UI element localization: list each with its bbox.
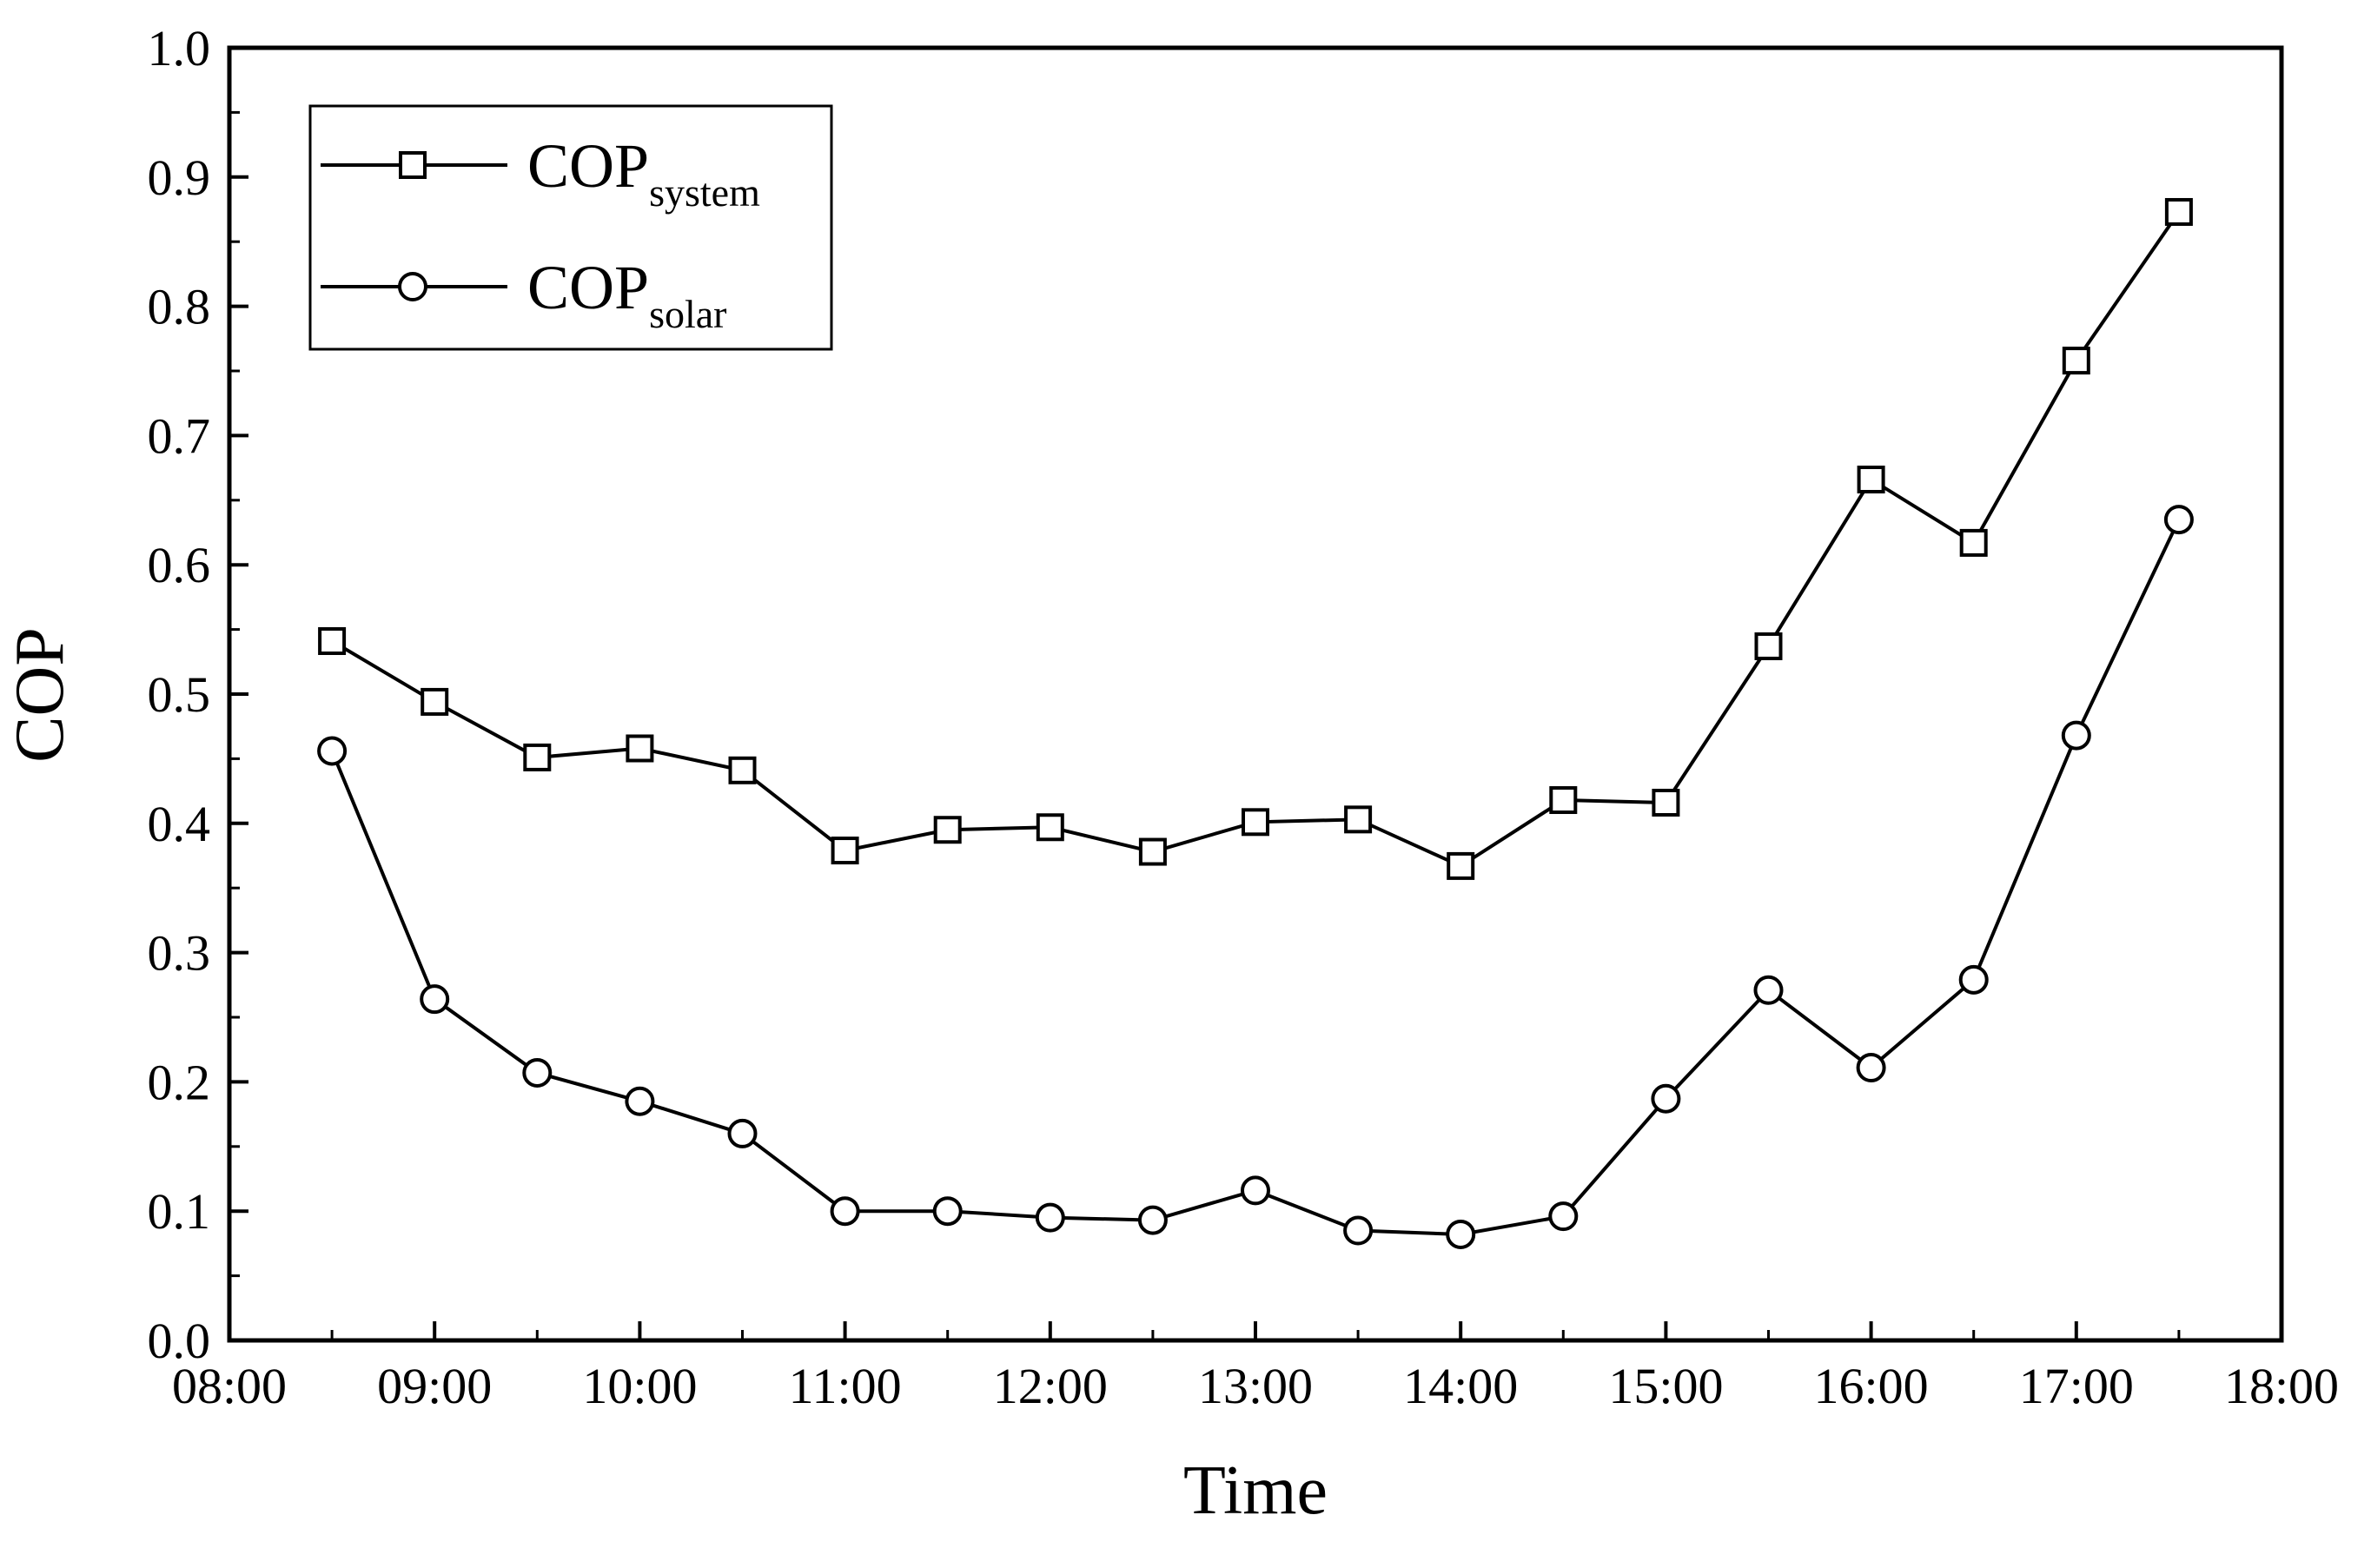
data-point-system: [1242, 808, 1269, 837]
y-axis-ticks: 0.0 0.1 0.2 0.3 0.4 0.5 0.6 0.7 0.8 0.9 1.0: [148, 20, 248, 1369]
legend-label-subscript: solar: [649, 292, 726, 336]
data-point-system: [1447, 851, 1475, 880]
data-point-solar: [1241, 1175, 1270, 1206]
data-point-solar: [1343, 1215, 1374, 1246]
data-point-system: [1959, 528, 1988, 557]
data-point-solar: [1958, 964, 1989, 995]
data-point-solar: [522, 1057, 553, 1088]
data-point-solar: [727, 1118, 758, 1148]
x-tick-label: 11:00: [789, 1358, 902, 1414]
x-tick-label: 10:00: [582, 1358, 697, 1414]
data-point-system: [1138, 837, 1167, 866]
data-point-system: [523, 743, 552, 771]
data-point-system: [1036, 813, 1064, 842]
legend-label: COPsystem: [527, 131, 760, 215]
x-tick-label: 12:00: [993, 1358, 1108, 1414]
data-point-solar: [420, 984, 450, 1015]
y-axis-title: COP: [2, 627, 78, 763]
data-point-solar: [1753, 975, 1784, 1005]
x-tick-label: 16:00: [1814, 1358, 1929, 1414]
y-tick-label: 0.9: [148, 149, 211, 206]
legend-label: COPsolar: [527, 253, 726, 336]
legend-box: [308, 104, 833, 351]
legend-label-subscript: system: [649, 170, 760, 215]
y-tick-label: 0.8: [148, 279, 211, 335]
data-point-solar: [1548, 1201, 1579, 1232]
data-point-system: [626, 734, 654, 763]
data-point-solar: [1137, 1205, 1168, 1235]
data-point-system: [831, 837, 859, 865]
y-tick-label: 0.2: [148, 1054, 211, 1110]
data-point-solar: [1856, 1053, 1886, 1083]
series-solar: [317, 505, 2194, 1249]
x-tick-label: 18:00: [2224, 1358, 2339, 1414]
x-tick-label: 15:00: [1608, 1358, 1723, 1414]
series-layer: [317, 197, 2194, 1249]
y-tick-label: 0.3: [148, 925, 211, 982]
data-point-solar: [2061, 720, 2091, 751]
data-point-system: [1754, 632, 1783, 660]
data-point-system: [421, 687, 449, 716]
series-system: [318, 197, 2193, 880]
data-point-system: [318, 626, 347, 655]
data-point-solar: [1446, 1219, 1476, 1249]
data-point-solar: [317, 736, 348, 766]
y-tick-label: 0.1: [148, 1183, 211, 1240]
series-line-solar: [330, 519, 2181, 1236]
data-point-solar: [932, 1196, 963, 1227]
data-point-solar: [830, 1196, 860, 1227]
data-point-solar: [1651, 1083, 1681, 1114]
data-point-system: [2164, 197, 2193, 226]
data-point-solar: [625, 1086, 655, 1116]
x-tick-label: 09:00: [377, 1358, 492, 1414]
data-point-system: [933, 816, 962, 844]
x-tick-label: 14:00: [1403, 1358, 1518, 1414]
data-point-solar: [2163, 505, 2194, 535]
x-tick-label: 08:00: [172, 1358, 287, 1414]
x-tick-label: 17:00: [2019, 1358, 2134, 1414]
legend-label-main: COP: [527, 253, 649, 322]
y-tick-label: 0.5: [148, 666, 211, 723]
x-tick-label: 13:00: [1198, 1358, 1313, 1414]
data-point-system: [1344, 805, 1373, 834]
y-tick-label: 0.0: [148, 1313, 211, 1369]
data-point-solar: [1035, 1202, 1065, 1233]
legend-marker: [399, 151, 427, 179]
data-point-system: [2062, 347, 2090, 375]
x-axis-ticks: 08:00 09:00 10:00 11:00 12:00 13:00 14:00 15:00…: [172, 1321, 2339, 1414]
legend-marker: [398, 272, 427, 301]
data-point-system: [1652, 788, 1680, 817]
legend-entry-system: COPsystem: [321, 131, 760, 215]
data-point-system: [1549, 786, 1578, 815]
legend-label-main: COP: [527, 131, 649, 201]
y-tick-label: 0.4: [148, 796, 211, 852]
legend-entry-solar: COPsolar: [321, 253, 726, 336]
data-point-system: [728, 756, 757, 784]
data-point-system: [1857, 465, 1885, 493]
x-axis-title: Time: [1183, 1452, 1328, 1529]
y-tick-label: 0.6: [148, 537, 211, 593]
y-tick-label: 0.7: [148, 407, 211, 464]
y-tick-label: 1.0: [148, 20, 211, 76]
